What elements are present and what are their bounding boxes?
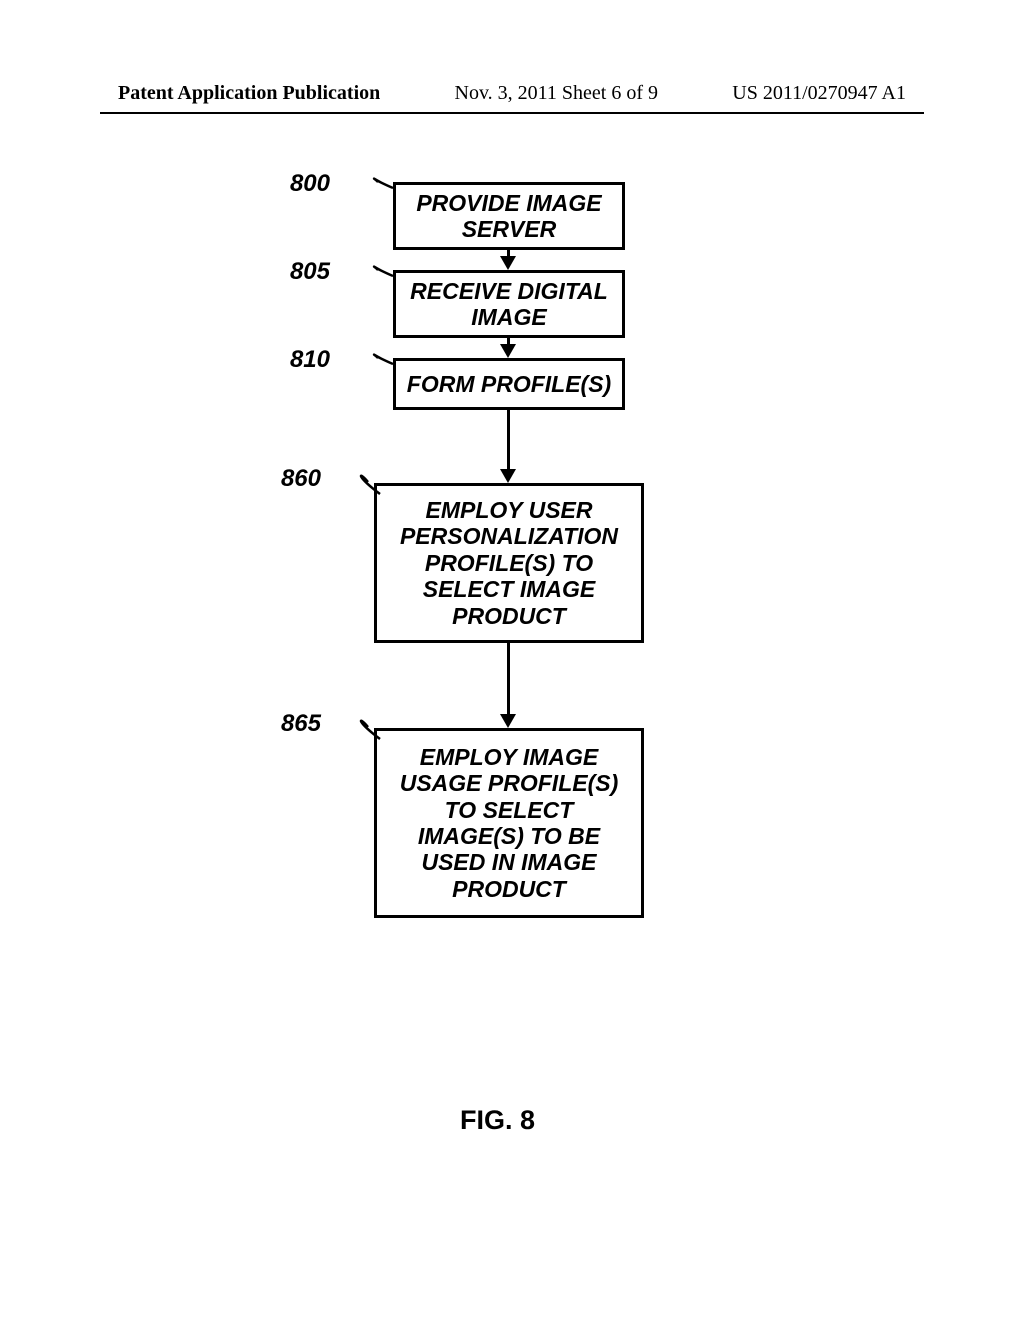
figure-caption: FIG. 8 [460,1105,535,1136]
page: Patent Application Publication Nov. 3, 2… [0,0,1024,1320]
